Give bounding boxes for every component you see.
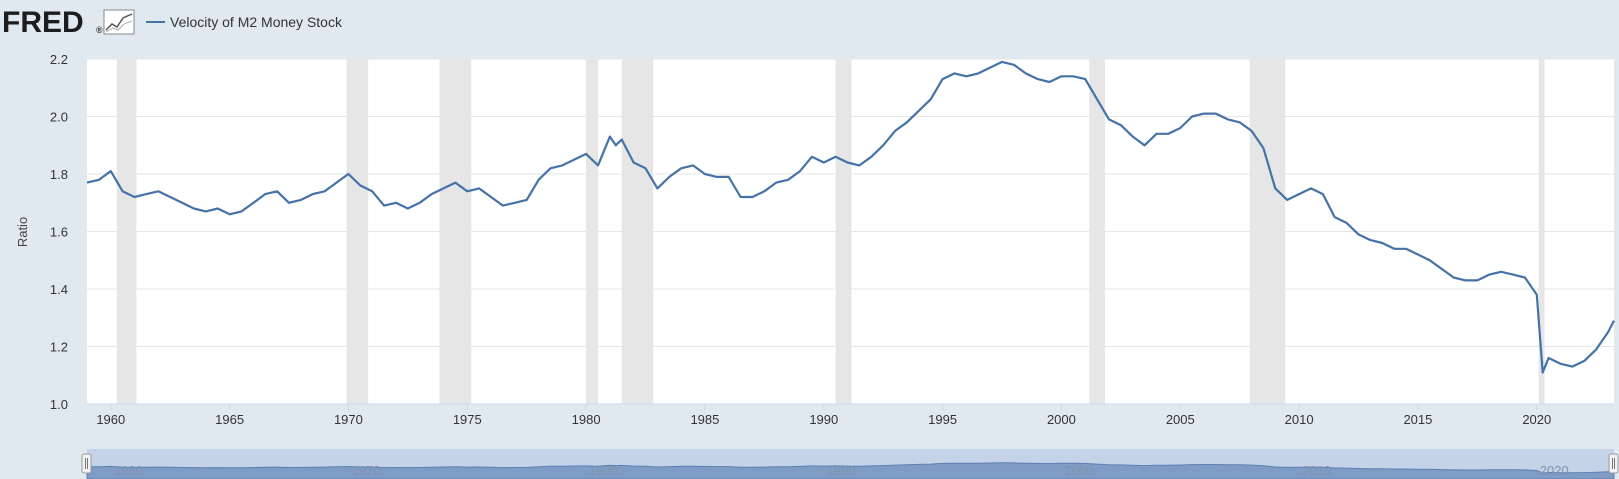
x-tick-label: 1990 [809,412,838,427]
navigator-handle-left[interactable] [81,453,92,474]
fred-logo-mark: ® [96,25,103,35]
x-tick-label: 2000 [1047,412,1076,427]
legend-entry-velocity: Velocity of M2 Money Stock [170,14,343,30]
navigator-tick-label: 1990 [827,463,856,478]
x-tick-label: 2020 [1522,412,1551,427]
navigator-tick-label: 1980 [589,463,618,478]
navigator-tick-label: 2000 [1064,463,1093,478]
series-line-velocity-m2[interactable] [86,60,1615,374]
legend[interactable]: Velocity of M2 Money Stock [146,14,343,30]
y-tick-label: 1.0 [50,397,68,412]
fred-logo-text: FRED [2,6,84,39]
x-tick-label: 2010 [1285,412,1314,427]
y-tick-label: 1.2 [50,340,68,355]
y-tick-label: 1.8 [50,167,68,182]
fred-logo[interactable]: FRED ® [2,6,135,39]
y-tick-label: 1.6 [50,225,68,240]
x-tick-label: 1960 [96,412,125,427]
navigator-tick-label: 1960 [114,463,143,478]
x-tick-label: 2015 [1403,412,1432,427]
y-gridlines [87,58,1614,347]
navigator-labels: 1960 1970 1980 1990 2000 2010 2020 [114,463,1569,478]
x-tick-label: 1970 [334,412,363,427]
x-tick-label: 2005 [1166,412,1195,427]
navigator-handle-right[interactable] [1608,453,1619,474]
x-tick-label: 1985 [690,412,719,427]
line-chart-icon [103,9,135,35]
y-axis-label: Ratio [15,217,30,247]
navigator-tick-label: 1970 [351,463,380,478]
y-tick-label: 2.0 [50,110,68,125]
navigator-area [86,462,1615,479]
navigator-tick-label: 2010 [1302,463,1331,478]
y-tick-label: 1.4 [50,282,68,297]
x-tick-label: 1995 [928,412,957,427]
navigator[interactable]: 1960 1970 1980 1990 2000 2010 2020 [81,449,1619,479]
y-axis-ticks: 1.0 1.2 1.4 1.6 1.8 2.0 2.2 [50,52,68,412]
navigator-tick-label: 2020 [1540,463,1569,478]
x-tick-label: 1975 [453,412,482,427]
x-tick-label: 1965 [215,412,244,427]
y-tick-label: 2.2 [50,52,68,67]
x-axis-ticks: 1960 1965 1970 1975 1980 1985 1990 1995 2000 2005… [96,404,1551,427]
x-tick-label: 1980 [572,412,601,427]
